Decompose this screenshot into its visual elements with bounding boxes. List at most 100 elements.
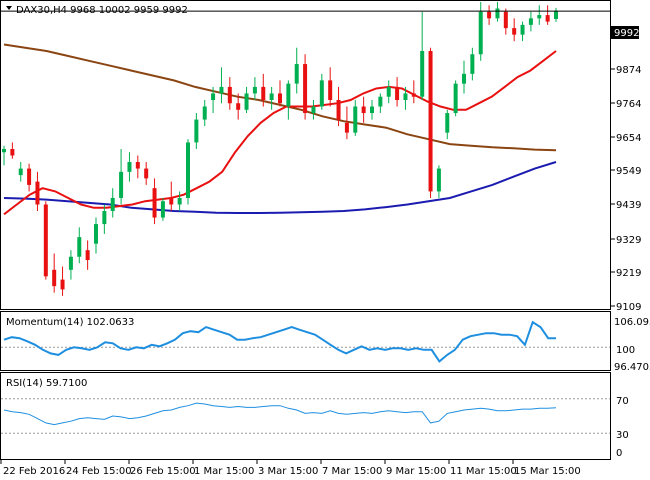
- candle-body: [269, 93, 274, 100]
- candle-body: [10, 148, 15, 156]
- candle-body: [436, 168, 441, 192]
- time-axis-label: 15 Mar 15:00: [514, 466, 581, 477]
- candle-body: [60, 279, 65, 290]
- price-panel-frame: [0, 0, 611, 310]
- price-tick-label: 9874: [616, 65, 641, 76]
- momentum-tick-label: 96.4703: [614, 362, 650, 373]
- candle-body: [85, 250, 90, 261]
- candle-body: [2, 148, 6, 153]
- candle-body: [110, 197, 115, 212]
- candle-body: [169, 197, 174, 205]
- candle-body: [186, 142, 190, 198]
- price-tick-label: 9109: [616, 302, 641, 313]
- candle-body: [470, 54, 475, 74]
- candle-body: [68, 256, 73, 270]
- candle-body: [503, 11, 508, 29]
- dropdown-triangle-icon[interactable]: [6, 6, 12, 10]
- candle-body: [127, 162, 132, 172]
- rsi-panel-frame: [0, 372, 611, 460]
- rsi-tick-label: 70: [616, 396, 629, 407]
- candle-body: [43, 204, 48, 277]
- sma-slow-line: [3, 161, 557, 214]
- candle-body: [18, 168, 23, 176]
- time-axis-label: 1 Mar 15:00: [194, 466, 254, 477]
- time-axis-label: 24 Feb 15:00: [66, 466, 132, 477]
- price-tick-label: 9329: [616, 235, 641, 246]
- candle-body: [378, 96, 383, 107]
- current-price-box: [611, 26, 639, 39]
- candle-body: [403, 93, 408, 100]
- time-axis-label: 7 Mar 15:00: [322, 466, 382, 477]
- candle-body: [462, 73, 466, 84]
- candle-body: [512, 28, 517, 35]
- candle-body: [487, 11, 492, 19]
- symbol-header: DAX30,H4 9968 10002 9959 9992: [16, 5, 188, 16]
- candle-body: [52, 269, 57, 287]
- candle-body: [370, 106, 374, 114]
- candle-body: [495, 8, 500, 19]
- candle-body: [520, 24, 525, 35]
- candle-body: [211, 93, 216, 100]
- candle-body: [135, 162, 140, 169]
- candle-body: [453, 83, 458, 114]
- candle-body: [428, 50, 433, 192]
- candle-body: [311, 106, 316, 114]
- rsi-tick-label: 30: [616, 430, 629, 441]
- time-axis-label: 9 Mar 15:00: [386, 466, 446, 477]
- candle-body: [119, 171, 124, 198]
- candle-body: [353, 106, 358, 133]
- momentum-tick-label: 100: [616, 345, 635, 356]
- rsi-tick-label: 0: [616, 448, 622, 459]
- sma-fast-line: [3, 50, 557, 216]
- candle-body: [35, 181, 40, 205]
- price-tick-label: 9439: [616, 200, 641, 211]
- candle-body: [261, 86, 266, 100]
- candle-body: [445, 113, 450, 133]
- momentum-title: Momentum(14) 102.0633: [6, 317, 134, 328]
- candle-body: [528, 18, 533, 25]
- price-tick-label: 9219: [616, 268, 641, 279]
- candle-body: [303, 64, 308, 114]
- candle-body: [554, 11, 558, 19]
- candle-body: [411, 93, 416, 97]
- momentum-panel-frame: [0, 311, 611, 371]
- price-tick-label: 9764: [616, 99, 641, 110]
- candle-body: [202, 106, 207, 120]
- time-axis-label: 26 Feb 15:00: [130, 466, 196, 477]
- candle-body: [236, 103, 241, 110]
- axis-ticks: [0, 68, 615, 464]
- price-tick-label: 9549: [616, 166, 641, 177]
- momentum-plot: [1, 320, 610, 363]
- candle-body: [319, 80, 324, 107]
- time-axis-label: 3 Mar 15:00: [258, 466, 318, 477]
- momentum-tick-label: 106.0936: [614, 317, 650, 328]
- candle-body: [478, 11, 483, 55]
- rsi-line: [3, 402, 557, 426]
- candle-body: [102, 211, 107, 225]
- momentum-line: [3, 320, 556, 363]
- candle-body: [252, 86, 257, 94]
- candle-body: [361, 106, 366, 114]
- candle-body: [94, 224, 98, 244]
- time-axis-label: 22 Feb 2016: [3, 466, 65, 477]
- candle-body: [294, 64, 299, 84]
- candle-body: [278, 93, 282, 104]
- candle-body: [177, 197, 182, 205]
- candle-body: [336, 99, 341, 120]
- candle-body: [344, 122, 349, 133]
- candle-body: [77, 237, 82, 257]
- candle-body: [286, 83, 291, 107]
- candle-body: [227, 86, 232, 104]
- current-price-label: 9992: [614, 28, 639, 39]
- candle-body: [545, 15, 550, 22]
- candle-body: [386, 86, 391, 97]
- price-plot: [0, 2, 611, 296]
- candle-body: [194, 119, 199, 143]
- candle-body: [152, 188, 157, 218]
- time-axis-label: 11 Mar 15:00: [450, 466, 517, 477]
- candle-body: [144, 168, 149, 179]
- candle-body: [537, 15, 542, 19]
- price-tick-label: 9654: [616, 133, 641, 144]
- candle-body: [160, 201, 165, 218]
- candle-body: [420, 50, 425, 97]
